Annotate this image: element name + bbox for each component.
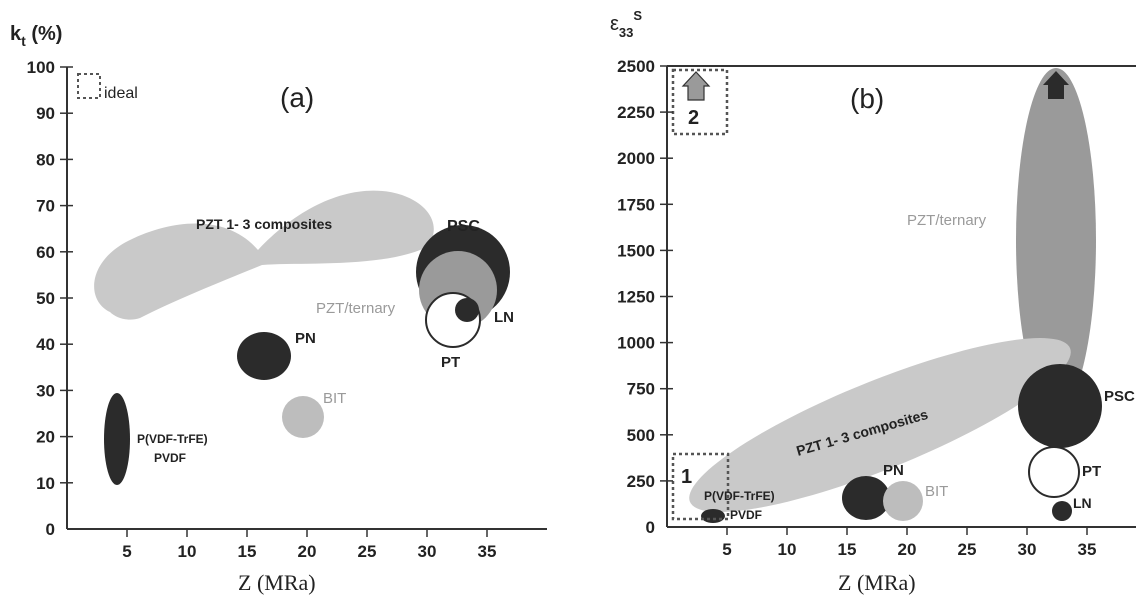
y-tick-label: 1000 (617, 334, 655, 353)
y-tick-label: 90 (36, 104, 55, 123)
chart-b-point-ln (1052, 501, 1072, 521)
chart-a-point-ln (455, 298, 479, 322)
chart-b-label-pzt-ternary: PZT/ternary (907, 212, 987, 229)
chart-a-point-pvdf (104, 393, 130, 485)
chart-b-point-pn (842, 476, 890, 520)
chart-a-label-pt: PT (441, 354, 460, 371)
chart-b-arrow-up-icon (681, 71, 711, 101)
chart-b-xlabel: Z (MRa) (838, 570, 916, 595)
x-tick-label: 35 (1078, 540, 1097, 559)
x-tick-label: 20 (898, 540, 917, 559)
x-tick-label: 25 (358, 542, 377, 561)
y-tick-label: 2000 (617, 149, 655, 168)
chart-a-label-bit: BIT (323, 390, 346, 407)
chart-a-label-pzt13: PZT 1- 3 composites (196, 216, 332, 232)
chart-a-panel-label: (a) (280, 82, 314, 113)
chart-b: ε33S 2 1 (b) PZT/ternary PZT 1- 3 compos… (610, 8, 1136, 595)
chart-a-point-bit (282, 396, 324, 438)
x-tick-label: 30 (1018, 540, 1037, 559)
y-tick-label: 1500 (617, 241, 655, 260)
x-tick-label: 15 (838, 540, 857, 559)
y-tick-label: 10 (36, 474, 55, 493)
y-tick-label: 250 (627, 472, 655, 491)
y-tick-label: 750 (627, 380, 655, 399)
y-tick-label: 60 (36, 243, 55, 262)
chart-b-point-psc (1018, 364, 1102, 448)
chart-b-box-2-label: 2 (688, 107, 699, 129)
chart-a: kt (%) ideal (a) PZT 1- 3 composites PSC… (10, 23, 547, 595)
x-tick-label: 5 (722, 540, 731, 559)
chart-a-label-pzt-ternary: PZT/ternary (316, 300, 396, 317)
x-tick-label: 25 (958, 540, 977, 559)
y-tick-label: 2500 (617, 57, 655, 76)
chart-b-label-pt: PT (1082, 463, 1101, 480)
chart-b-arrow-up-dark-icon (1043, 71, 1069, 99)
chart-a-label-psc: PSC (447, 218, 480, 235)
x-tick-label: 35 (478, 542, 497, 561)
x-tick-label: 5 (122, 542, 131, 561)
y-tick-label: 30 (36, 381, 55, 400)
y-tick-label: 80 (36, 150, 55, 169)
y-tick-label: 1250 (617, 288, 655, 307)
x-tick-label: 10 (778, 540, 797, 559)
x-tick-label: 15 (238, 542, 257, 561)
chart-b-label-psc: PSC (1104, 388, 1135, 405)
x-tick-label: 10 (178, 542, 197, 561)
chart-a-label-pn: PN (295, 330, 316, 347)
chart-b-point-pt (1028, 446, 1080, 498)
chart-b-axes: 0 250 500 750 1000 1250 1500 1750 2000 2250 2500 5 1… (617, 57, 1136, 559)
chart-b-label-ln: LN (1073, 495, 1092, 511)
y-tick-label: 70 (36, 197, 55, 216)
chart-b-label-pvdf: PVDF (730, 508, 762, 522)
x-tick-label: 20 (298, 542, 317, 561)
chart-a-point-pn (237, 332, 291, 380)
y-tick-label: 40 (36, 335, 55, 354)
chart-b-region-pzt-ternary (1016, 68, 1096, 412)
chart-b-point-pvdf (701, 509, 725, 523)
y-tick-label: 500 (627, 426, 655, 445)
chart-a-ylabel: kt (%) (10, 23, 62, 49)
y-tick-label: 100 (27, 58, 55, 77)
chart-a-region-pzt13 (94, 190, 434, 320)
chart-b-box-1-label: 1 (681, 466, 692, 488)
chart-b-region-pzt13 (689, 338, 1071, 512)
y-tick-label: 50 (36, 289, 55, 308)
y-tick-label: 0 (646, 518, 655, 537)
chart-b-label-pn: PN (883, 462, 904, 479)
chart-a-ideal-box (77, 73, 101, 99)
chart-b-label-pvdf-trfe: P(VDF-TrFE) (704, 489, 775, 503)
y-tick-label: 2250 (617, 103, 655, 122)
chart-b-label-bit: BIT (925, 483, 948, 500)
chart-b-panel-label: (b) (850, 83, 884, 114)
chart-a-ideal-label: ideal (104, 85, 138, 102)
y-tick-label: 1750 (617, 195, 655, 214)
chart-b-ylabel: ε33S (610, 8, 642, 40)
y-tick-label: 0 (46, 520, 55, 539)
chart-a-label-ln: LN (494, 309, 514, 326)
chart-a-label-pvdf-trfe: P(VDF-TrFE) (137, 432, 208, 446)
x-tick-label: 30 (418, 542, 437, 561)
chart-b-point-bit (883, 481, 923, 521)
chart-b-box-2 (671, 68, 729, 136)
y-tick-label: 20 (36, 428, 55, 447)
chart-a-axes: 0 10 20 30 40 50 60 70 80 90 100 5 10 15 20 25 30 35 (27, 58, 547, 561)
chart-a-label-pvdf: PVDF (154, 451, 186, 465)
chart-a-xlabel: Z (MRa) (238, 570, 316, 595)
